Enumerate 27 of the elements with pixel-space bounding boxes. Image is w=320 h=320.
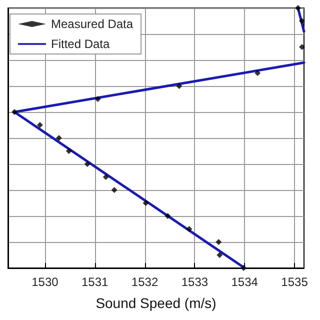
point (94, 96, 101, 102)
point (295, 5, 302, 11)
x-tick-label: 1531 (82, 275, 109, 289)
x-axis-title: Sound Speed (m/s) (96, 295, 216, 311)
legend-label: Fitted Data (51, 37, 110, 51)
point (164, 213, 171, 219)
x-tick-label: 1530 (32, 275, 59, 289)
point (111, 187, 118, 193)
point (216, 239, 222, 245)
point (216, 252, 223, 258)
point (186, 226, 192, 232)
point (36, 122, 43, 128)
x-tick-label: 1533 (181, 275, 208, 289)
point (84, 161, 90, 167)
point (299, 44, 306, 50)
x-tick-label: 1532 (131, 275, 158, 289)
legend-label: Measured Data (51, 17, 134, 31)
point (102, 174, 109, 180)
point (66, 148, 72, 154)
x-tick-label: 1535 (281, 275, 308, 289)
point (299, 18, 306, 24)
x-tick-label: 1534 (231, 275, 258, 289)
point (142, 200, 149, 206)
point (176, 83, 182, 89)
point (254, 70, 261, 76)
point (56, 135, 62, 141)
point (11, 109, 18, 115)
